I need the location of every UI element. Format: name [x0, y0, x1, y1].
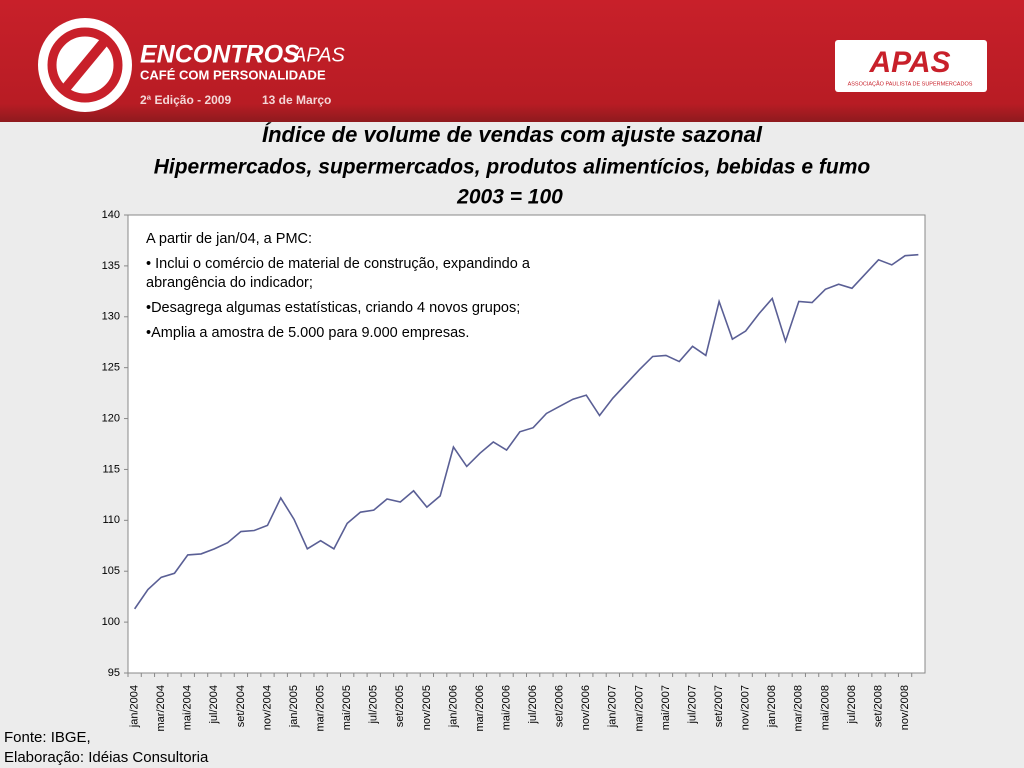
source: Fonte: IBGE, [4, 729, 91, 746]
x-tick-label: mar/2004 [155, 685, 167, 731]
x-tick-label: mai/2005 [341, 685, 353, 730]
annotation: •Amplia a amostra de 5.000 para 9.000 em… [146, 325, 470, 341]
y-tick-label: 130 [102, 311, 120, 323]
y-tick-label: 105 [102, 565, 120, 577]
x-tick-label: jul/2008 [846, 685, 858, 725]
event-logo-ring [47, 27, 123, 103]
x-tick-label: mar/2005 [315, 685, 327, 731]
x-tick-label: nov/2004 [261, 685, 273, 730]
annotation: •Desagrega algumas estatísticas, criando… [146, 300, 521, 316]
x-tick-label: nov/2005 [421, 685, 433, 730]
event-name: ENCONTROS [140, 41, 300, 69]
apas-logo: APAS [868, 46, 950, 79]
y-tick-label: 120 [102, 412, 120, 424]
x-tick-label: set/2006 [554, 685, 566, 727]
x-tick-label: mar/2007 [633, 685, 645, 731]
x-tick-label: jan/2004 [129, 685, 141, 728]
data-line [133, 253, 919, 610]
event-suffix: APAS [292, 44, 346, 66]
y-tick-label: 110 [102, 514, 120, 526]
x-tick-label: mai/2004 [182, 685, 194, 730]
y-tick-label: 100 [102, 616, 120, 628]
x-tick-label: set/2007 [713, 685, 725, 727]
chart-title: Índice de volume de vendas com ajuste sa… [262, 122, 763, 147]
x-tick-label: mar/2008 [793, 685, 805, 731]
x-tick-label: mai/2007 [660, 685, 672, 730]
x-tick-label: set/2004 [235, 685, 247, 727]
annotation-box: A partir de jan/04, a PMC: • Inclui o co… [146, 230, 536, 349]
y-tick-label: 125 [102, 362, 120, 374]
x-tick-label: set/2005 [394, 685, 406, 727]
x-tick-label: jul/2005 [368, 685, 380, 725]
tagline: CAFÉ COM PERSONALIDADE [140, 67, 326, 82]
x-tick-label: jul/2007 [686, 685, 698, 725]
chart-subtitle-2: 2003 = 100 [456, 186, 563, 209]
y-tick-label: 135 [102, 260, 120, 272]
x-tick-label: mai/2008 [819, 685, 831, 730]
x-tick-label: nov/2008 [899, 685, 911, 730]
apas-caption: ASSOCIAÇÃO PAULISTA DE SUPERMERCADOS [848, 80, 973, 87]
date: 13 de Março [262, 93, 331, 107]
credit: Elaboração: Idéias Consultoria [4, 749, 209, 766]
apas-logo-box [835, 40, 987, 92]
y-tick-label: 95 [108, 667, 120, 679]
x-tick-label: jul/2006 [527, 685, 539, 725]
x-tick-label: jul/2004 [208, 685, 220, 725]
x-tick-label: mai/2006 [500, 685, 512, 730]
plot-area [127, 214, 926, 674]
y-tick-label: 115 [102, 463, 120, 475]
x-tick-label: nov/2006 [580, 685, 592, 730]
edition: 2ª Edição - 2009 [140, 93, 231, 107]
x-tick-label: mar/2006 [474, 685, 486, 731]
annotation: • Inclui o comércio de material de const… [146, 256, 530, 291]
x-tick-label: jan/2005 [288, 685, 300, 728]
x-tick-label: nov/2007 [740, 685, 752, 730]
y-tick-label: 140 [102, 209, 120, 221]
chart-subtitle: Hipermercados, supermercados, produtos a… [154, 156, 871, 179]
x-tick-label: set/2008 [872, 685, 884, 727]
x-tick-label: jan/2007 [607, 685, 619, 728]
annotation: A partir de jan/04, a PMC: [146, 231, 313, 247]
x-tick-label: jan/2006 [447, 685, 459, 728]
x-tick-label: jan/2008 [766, 685, 778, 728]
footer: Fonte: IBGE, Elaboração: Idéias Consulto… [4, 728, 208, 768]
event-logo-slash [62, 38, 108, 92]
